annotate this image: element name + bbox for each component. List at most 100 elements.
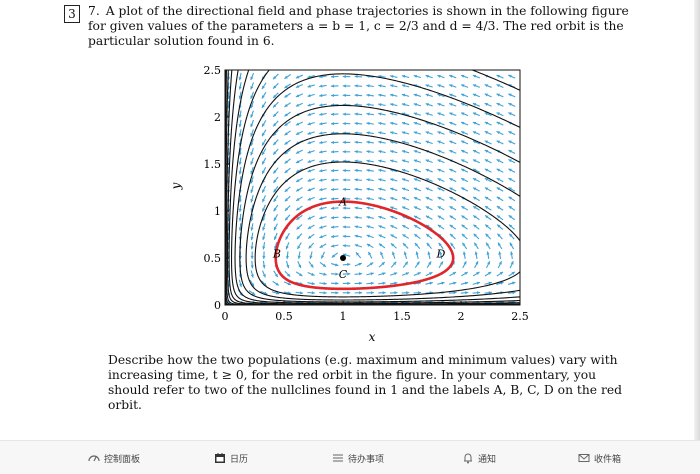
field-arrow bbox=[414, 159, 421, 162]
field-arrow bbox=[319, 85, 326, 88]
field-arrow bbox=[366, 84, 373, 87]
field-arrow bbox=[426, 206, 433, 209]
field-arrow bbox=[427, 243, 432, 249]
field-arrow bbox=[274, 205, 278, 211]
field-arrow bbox=[296, 131, 303, 134]
field-arrow bbox=[355, 178, 362, 181]
field-arrow bbox=[390, 197, 397, 200]
toolbar-calendar[interactable]: 日历 bbox=[214, 451, 248, 465]
field-arrow bbox=[485, 103, 492, 106]
y-tick-labels: 00.511.522.5 bbox=[204, 64, 222, 312]
field-arrow bbox=[437, 131, 444, 134]
field-arrow bbox=[250, 148, 253, 155]
bell-icon bbox=[462, 452, 474, 464]
field-arrow bbox=[509, 197, 515, 201]
field-arrow bbox=[274, 271, 278, 277]
field-arrow bbox=[485, 197, 491, 201]
field-arrow bbox=[379, 235, 386, 238]
field-arrow bbox=[390, 225, 397, 228]
list-icon bbox=[332, 452, 344, 464]
field-arrow bbox=[366, 122, 373, 125]
field-arrow bbox=[262, 223, 265, 230]
field-arrow bbox=[392, 252, 395, 259]
field-arrow bbox=[343, 84, 350, 87]
field-arrow bbox=[414, 206, 421, 209]
field-arrow bbox=[390, 131, 397, 134]
field-arrow bbox=[251, 251, 254, 258]
field-arrow bbox=[414, 103, 421, 106]
y-tick-label: 1 bbox=[214, 205, 221, 218]
field-arrow bbox=[319, 273, 326, 276]
field-arrow bbox=[366, 112, 373, 115]
field-arrow bbox=[366, 197, 373, 200]
field-arrow bbox=[343, 113, 350, 116]
field-arrow bbox=[485, 84, 492, 87]
field-arrow bbox=[319, 291, 326, 294]
field-arrow bbox=[390, 122, 397, 125]
field-arrow bbox=[473, 122, 480, 125]
field-arrow bbox=[427, 261, 431, 267]
field-arrow bbox=[274, 233, 277, 240]
toolbar-control-panel[interactable]: 控制面板 bbox=[88, 451, 140, 465]
field-arrow bbox=[402, 169, 409, 172]
field-arrow bbox=[486, 234, 491, 239]
field-arrow bbox=[414, 94, 421, 97]
field-arrow bbox=[355, 216, 362, 219]
field-arrow bbox=[508, 159, 515, 163]
toolbar-inbox[interactable]: 收件箱 bbox=[578, 451, 621, 465]
field-arrow bbox=[473, 84, 480, 87]
toolbar-label: 日历 bbox=[230, 452, 248, 465]
field-arrow bbox=[331, 169, 338, 172]
field-arrow bbox=[296, 291, 303, 294]
field-arrow bbox=[390, 178, 397, 181]
field-arrow bbox=[239, 214, 242, 221]
field-arrow bbox=[285, 131, 291, 135]
field-arrow bbox=[426, 94, 433, 97]
field-arrow bbox=[250, 82, 253, 89]
field-arrow bbox=[426, 272, 433, 275]
field-arrow bbox=[378, 216, 385, 219]
field-arrow bbox=[355, 225, 362, 228]
field-arrow bbox=[239, 73, 242, 80]
field-arrow bbox=[414, 150, 421, 153]
field-arrow bbox=[390, 216, 397, 219]
toolbar-notifications[interactable]: 通知 bbox=[462, 451, 496, 465]
field-arrow bbox=[497, 103, 504, 106]
field-arrow bbox=[331, 244, 338, 247]
field-arrow bbox=[319, 207, 326, 210]
field-arrow bbox=[355, 169, 362, 172]
field-arrow bbox=[296, 122, 303, 125]
field-arrow bbox=[250, 223, 253, 230]
field-arrow bbox=[461, 141, 468, 144]
equilibrium-point bbox=[340, 255, 346, 261]
field-arrow bbox=[331, 188, 338, 191]
field-arrow bbox=[274, 214, 278, 220]
field-arrow bbox=[297, 234, 302, 240]
field-arrow bbox=[473, 225, 479, 230]
field-arrow bbox=[331, 113, 338, 116]
toolbar-todo[interactable]: 待办事项 bbox=[332, 451, 384, 465]
field-arrow bbox=[355, 84, 362, 87]
field-arrow bbox=[366, 216, 373, 219]
field-arrow bbox=[285, 159, 291, 164]
field-arrow bbox=[508, 141, 515, 144]
field-arrow bbox=[497, 94, 504, 97]
field-arrow bbox=[273, 102, 278, 107]
field-arrow bbox=[319, 282, 326, 285]
field-arrow bbox=[262, 233, 265, 240]
field-arrow bbox=[475, 261, 478, 268]
field-arrow bbox=[438, 216, 444, 220]
field-arrow bbox=[286, 261, 289, 268]
field-arrow bbox=[497, 131, 504, 134]
field-arrow bbox=[355, 206, 362, 209]
field-arrow bbox=[414, 272, 421, 275]
field-arrow bbox=[355, 94, 362, 97]
field-arrow bbox=[415, 243, 420, 249]
field-arrow bbox=[378, 94, 385, 97]
field-arrow bbox=[378, 150, 385, 153]
field-arrow bbox=[308, 216, 315, 219]
field-arrow bbox=[343, 75, 350, 78]
field-arrow bbox=[449, 112, 456, 115]
field-arrow bbox=[273, 177, 278, 183]
